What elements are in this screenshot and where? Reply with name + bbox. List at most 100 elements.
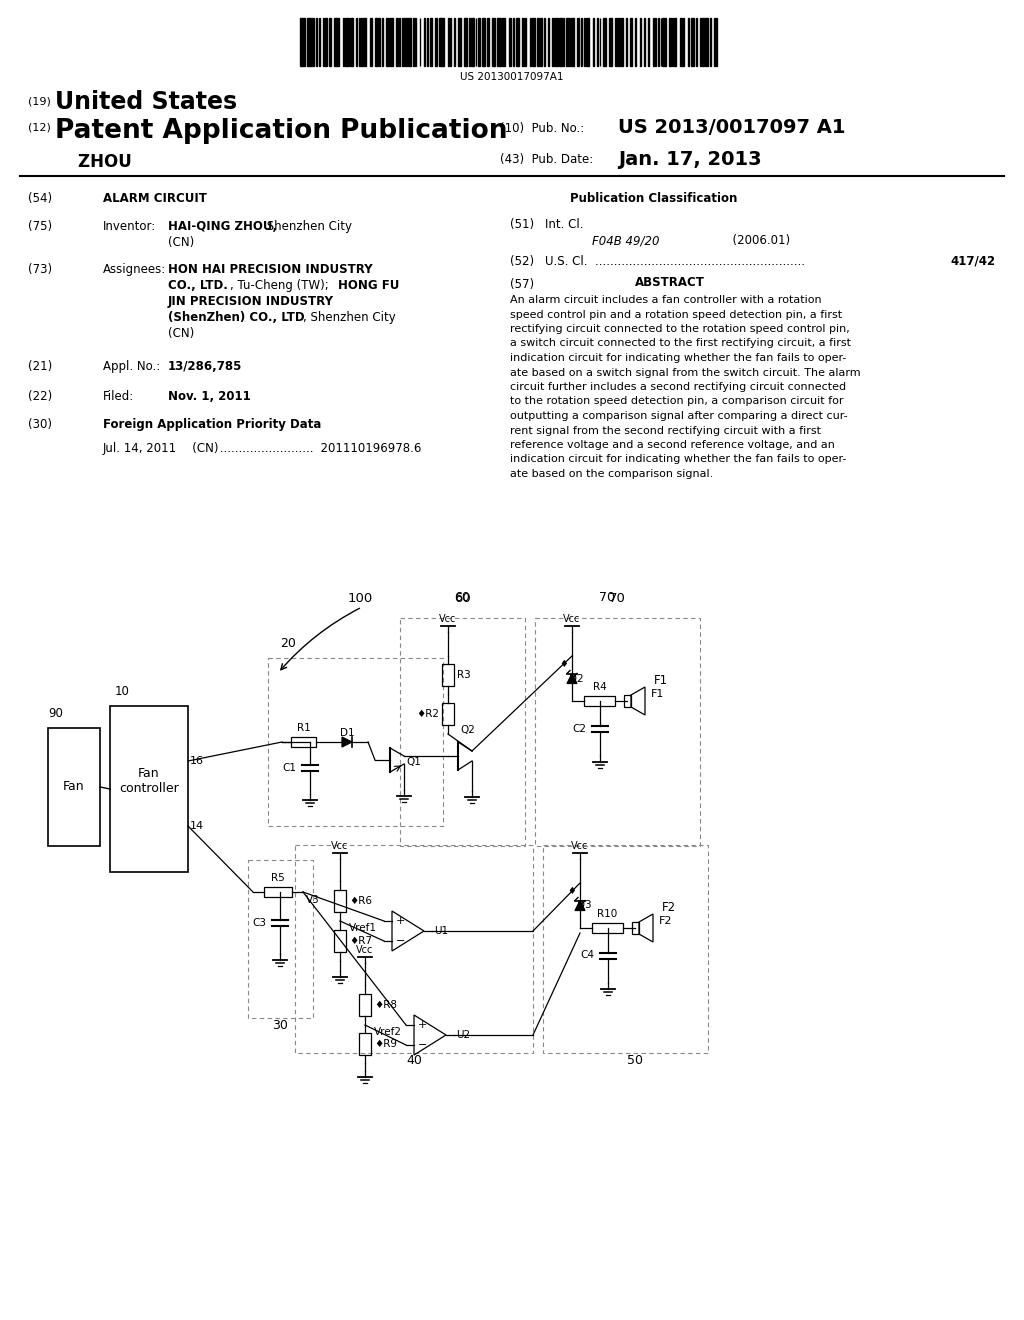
Bar [695, 18, 697, 66]
Text: Jan. 17, 2013: Jan. 17, 2013 [618, 150, 762, 169]
Bar [334, 890, 346, 912]
Bar [544, 18, 546, 66]
Text: −: − [396, 936, 406, 946]
Bar [409, 18, 411, 66]
Text: ate based on a switch signal from the switch circuit. The alarm: ate based on a switch signal from the sw… [510, 367, 860, 378]
Text: (12): (12) [28, 121, 51, 132]
Bar [441, 18, 444, 66]
Text: 14: 14 [190, 821, 204, 832]
Bar [584, 696, 614, 706]
Text: 10: 10 [115, 685, 130, 698]
Text: ♦R8: ♦R8 [374, 1001, 397, 1010]
Text: (19): (19) [28, 96, 51, 106]
Text: An alarm circuit includes a fan controller with a rotation: An alarm circuit includes a fan controll… [510, 294, 821, 305]
Text: ♦R2: ♦R2 [416, 709, 439, 719]
Bar [493, 18, 495, 66]
Bar [486, 18, 488, 66]
Text: Q2: Q2 [460, 725, 475, 735]
Text: Shenzhen City: Shenzhen City [263, 220, 352, 234]
Text: 16: 16 [190, 756, 204, 766]
Bar [334, 18, 338, 66]
Bar [402, 18, 403, 66]
Text: JIN PRECISION INDUSTRY: JIN PRECISION INDUSTRY [168, 294, 334, 308]
Text: Vcc: Vcc [563, 614, 581, 624]
Bar [670, 18, 671, 66]
Bar [292, 737, 315, 747]
Text: , Shenzhen City: , Shenzhen City [303, 312, 395, 323]
Polygon shape [567, 673, 577, 684]
Text: Assignees:: Assignees: [103, 263, 166, 276]
Bar [509, 18, 511, 66]
Text: 60: 60 [455, 591, 470, 605]
Text: 20: 20 [280, 638, 296, 649]
Bar [48, 729, 100, 846]
Text: 417/42: 417/42 [950, 255, 995, 268]
Text: ♦R9: ♦R9 [374, 1039, 397, 1049]
Text: −: − [418, 1040, 427, 1049]
Text: Patent Application Publication: Patent Application Publication [55, 117, 508, 144]
Text: 70: 70 [599, 591, 615, 605]
Text: (57): (57) [510, 279, 535, 290]
Text: U.S. Cl.  ........................................................: U.S. Cl. ...............................… [545, 255, 805, 268]
Bar [529, 18, 531, 66]
Text: F2: F2 [659, 916, 673, 927]
Bar [264, 887, 292, 898]
Bar [454, 18, 456, 66]
Text: (21): (21) [28, 360, 52, 374]
Bar [532, 18, 535, 66]
Text: (51): (51) [510, 218, 535, 231]
Text: Vcc: Vcc [356, 945, 374, 954]
Bar [570, 18, 574, 66]
Text: (30): (30) [28, 418, 52, 432]
Text: CO., LTD.: CO., LTD. [168, 279, 228, 292]
Text: Vref1: Vref1 [349, 923, 377, 933]
Text: Jul. 14, 2011: Jul. 14, 2011 [103, 442, 177, 455]
Bar [559, 18, 562, 66]
Text: 201110196978.6: 201110196978.6 [313, 442, 421, 455]
Text: ♦: ♦ [559, 659, 568, 669]
Text: R3: R3 [457, 671, 471, 680]
Bar [430, 18, 432, 66]
Text: R5: R5 [271, 873, 285, 883]
Bar [439, 18, 440, 66]
Text: 50: 50 [628, 1053, 643, 1067]
Text: HONG FU: HONG FU [338, 279, 399, 292]
Bar [359, 1034, 371, 1055]
Text: rent signal from the second rectifying circuit with a first: rent signal from the second rectifying c… [510, 425, 821, 436]
Polygon shape [342, 737, 352, 747]
Bar [647, 18, 649, 66]
Text: D3: D3 [577, 900, 591, 911]
Bar [358, 18, 360, 66]
Bar [295, 845, 534, 1053]
Text: .........................: ......................... [216, 442, 313, 455]
Text: Vcc: Vcc [332, 841, 349, 851]
Text: US 2013/0017097 A1: US 2013/0017097 A1 [618, 117, 846, 137]
Bar [312, 18, 314, 66]
Text: Int. Cl.: Int. Cl. [545, 218, 584, 231]
Bar [691, 18, 694, 66]
Bar [603, 18, 605, 66]
Bar [375, 18, 378, 66]
Text: (22): (22) [28, 389, 52, 403]
Text: U2: U2 [456, 1030, 470, 1040]
Text: Foreign Application Priority Data: Foreign Application Priority Data [103, 418, 322, 432]
Bar [535, 618, 700, 846]
Text: R1: R1 [297, 723, 310, 733]
Text: R10: R10 [597, 909, 617, 919]
Bar [442, 702, 454, 725]
Text: F2: F2 [662, 902, 676, 913]
Bar [592, 923, 623, 933]
Bar [268, 657, 443, 826]
Text: Fan: Fan [63, 780, 85, 793]
Text: C4: C4 [580, 950, 594, 961]
Bar [522, 18, 524, 66]
Text: ♦R7: ♦R7 [349, 936, 372, 946]
Bar [110, 706, 188, 873]
Bar [680, 18, 682, 66]
Bar [478, 18, 480, 66]
Bar [326, 18, 327, 66]
Bar [307, 18, 309, 66]
Text: +: + [396, 916, 406, 927]
Text: outputting a comparison signal after comparing a direct cur-: outputting a comparison signal after com… [510, 411, 848, 421]
Text: HON HAI PRECISION INDUSTRY: HON HAI PRECISION INDUSTRY [168, 263, 373, 276]
